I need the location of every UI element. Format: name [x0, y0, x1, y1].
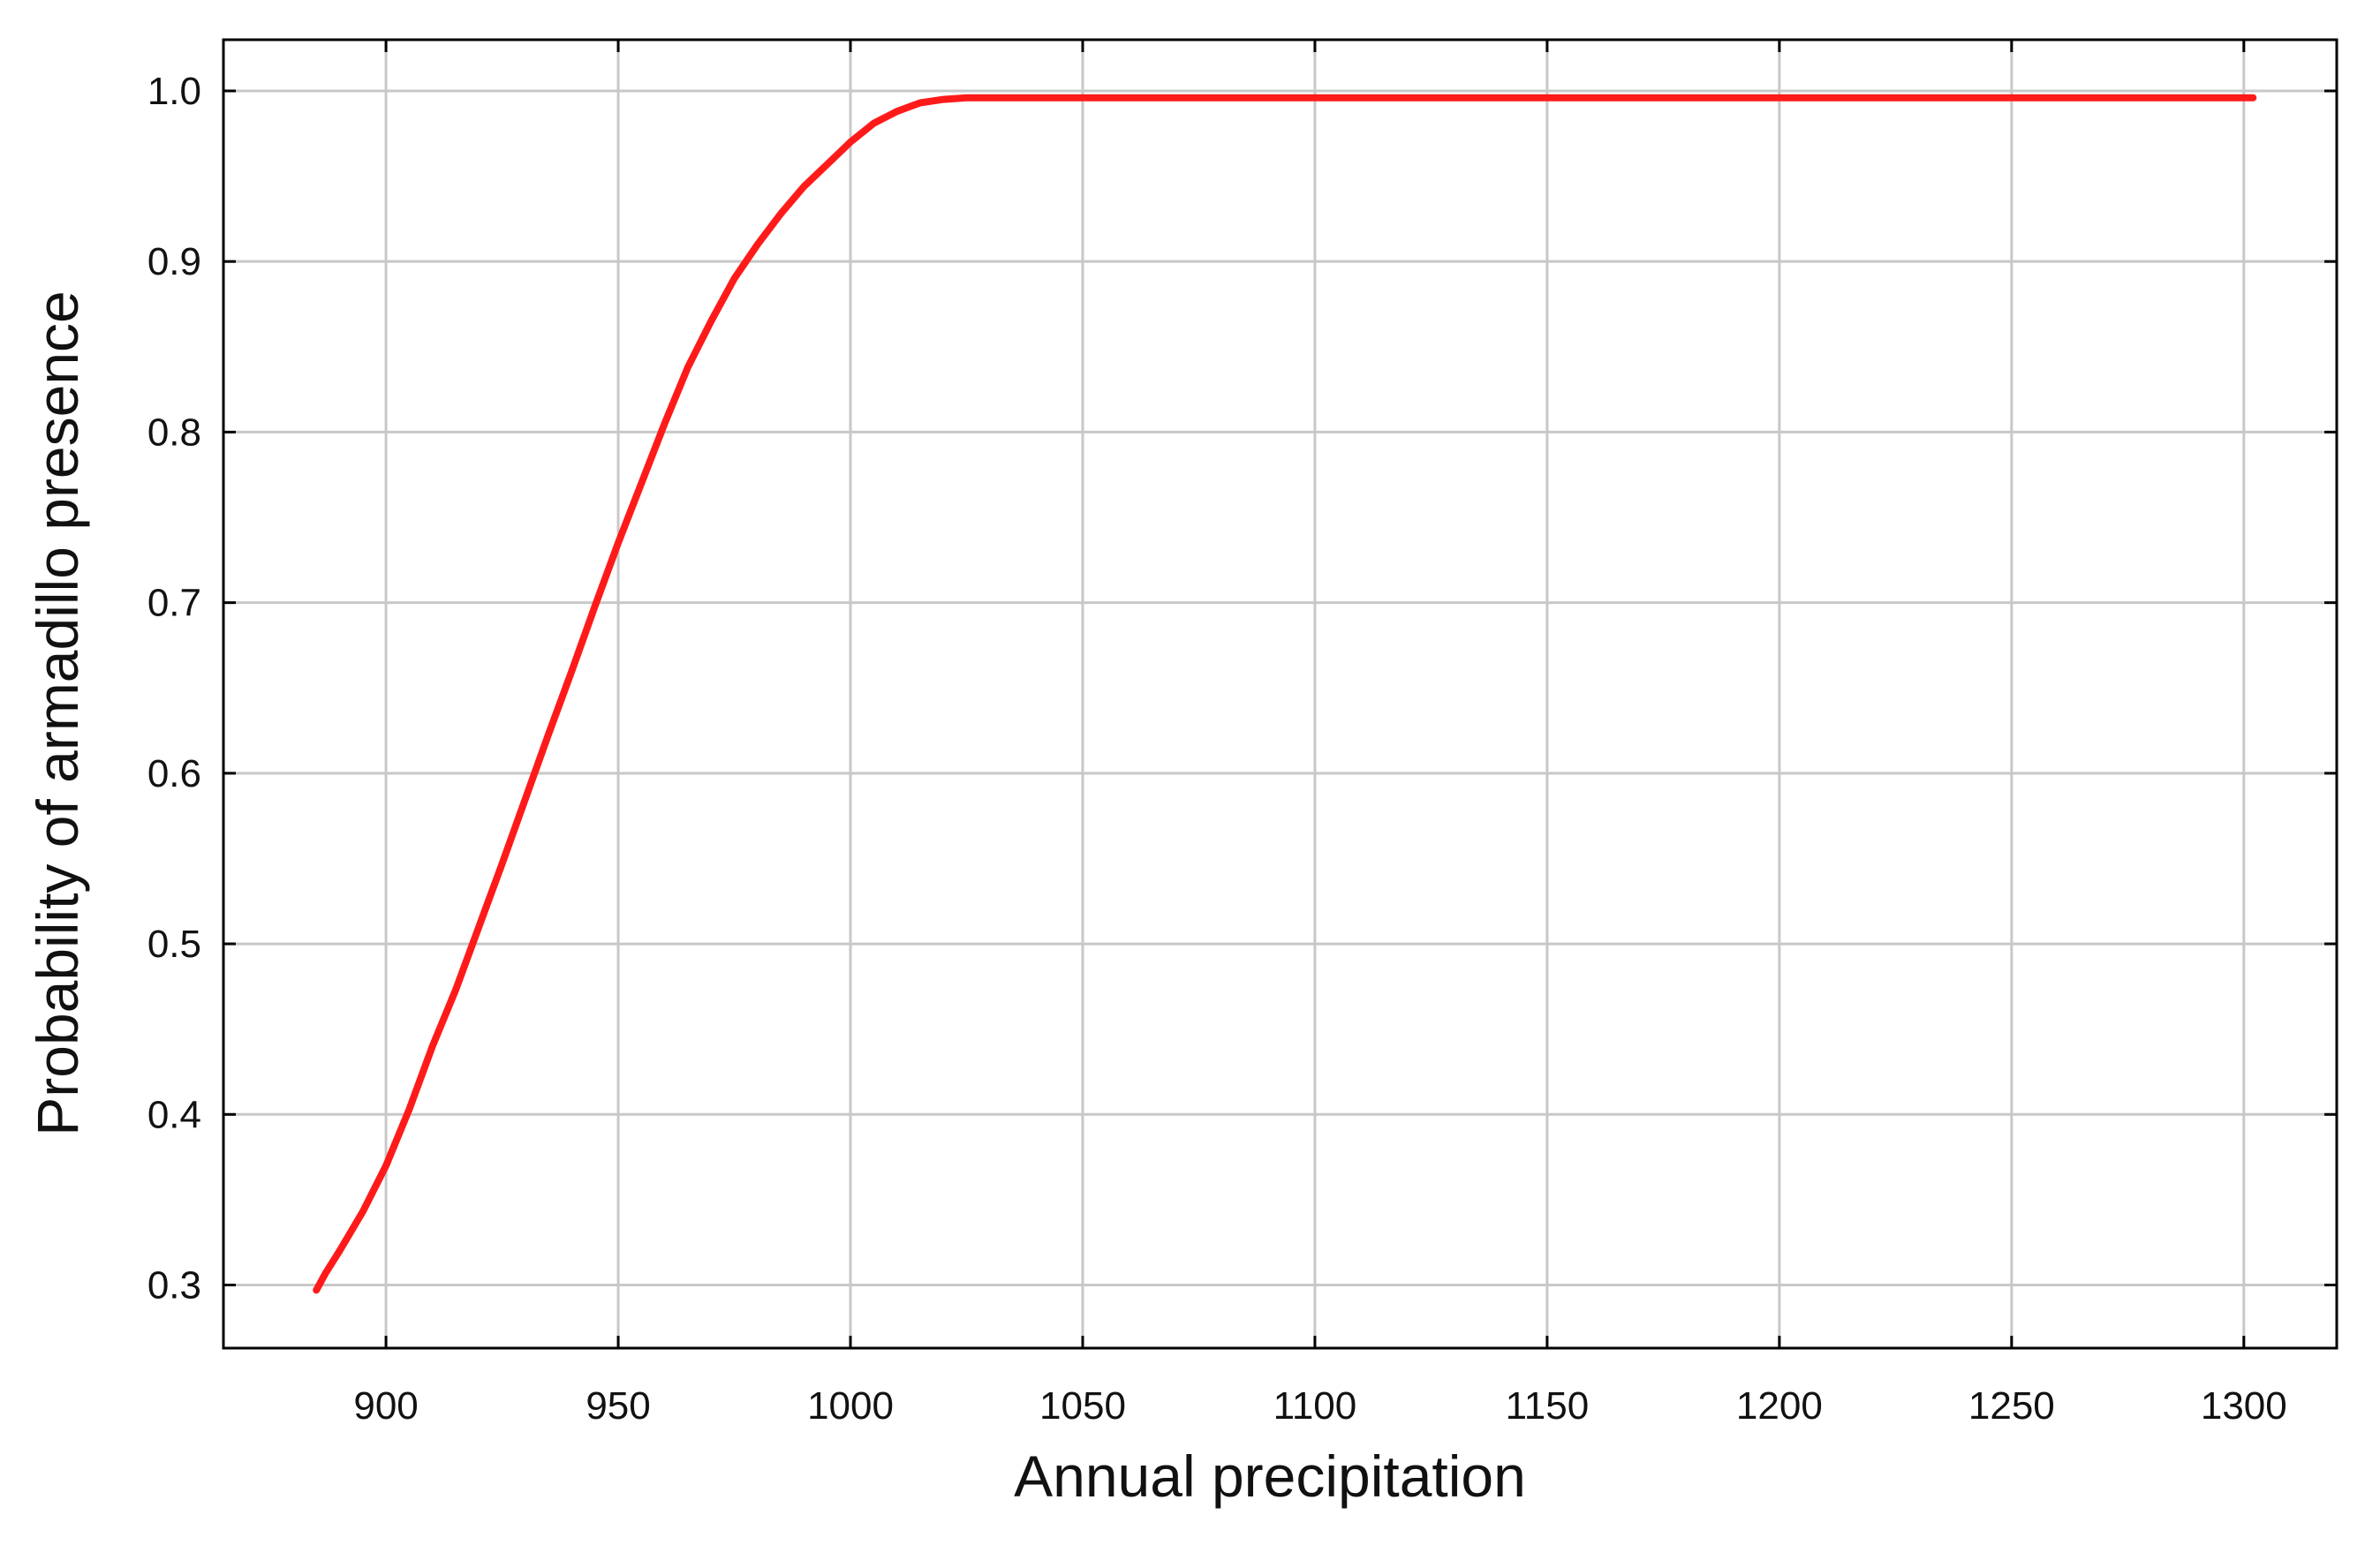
- grid-lines: [223, 40, 2337, 1348]
- y-axis-label: Probability of armadillo presence: [25, 290, 90, 1135]
- y-tick-label: 0.3: [147, 1264, 201, 1308]
- y-tick-label: 0.6: [147, 752, 201, 795]
- y-tick-label: 1.0: [147, 70, 201, 113]
- plot-frame: [222, 38, 2338, 1350]
- x-tick-label: 1200: [1736, 1384, 1823, 1428]
- x-axis-label: Annual precipitation: [1014, 1443, 1526, 1509]
- x-tick-label: 950: [586, 1384, 650, 1428]
- tick-labels: 900 950 1000 1050 1100 1150 1200 1250 1300 0.3 0.4…: [147, 70, 2287, 1428]
- x-tick-label: 1250: [1968, 1384, 2055, 1428]
- x-tick-label: 1050: [1039, 1384, 1126, 1428]
- series-line: [313, 94, 2257, 1294]
- x-tick-label: 1150: [1506, 1384, 1590, 1428]
- x-tick-label: 1100: [1273, 1384, 1357, 1428]
- x-tick-label: 1000: [807, 1384, 894, 1428]
- x-tick-label: 1300: [2201, 1384, 2287, 1428]
- x-tick-label: 900: [353, 1384, 418, 1428]
- y-tick-label: 0.9: [147, 240, 201, 283]
- y-tick-label: 0.7: [147, 582, 201, 625]
- y-tick-label: 0.8: [147, 411, 201, 454]
- y-tick-label: 0.5: [147, 923, 201, 966]
- y-tick-label: 0.4: [147, 1093, 201, 1136]
- plot-area: [313, 94, 2257, 1294]
- axis-ticks: [223, 40, 2337, 1348]
